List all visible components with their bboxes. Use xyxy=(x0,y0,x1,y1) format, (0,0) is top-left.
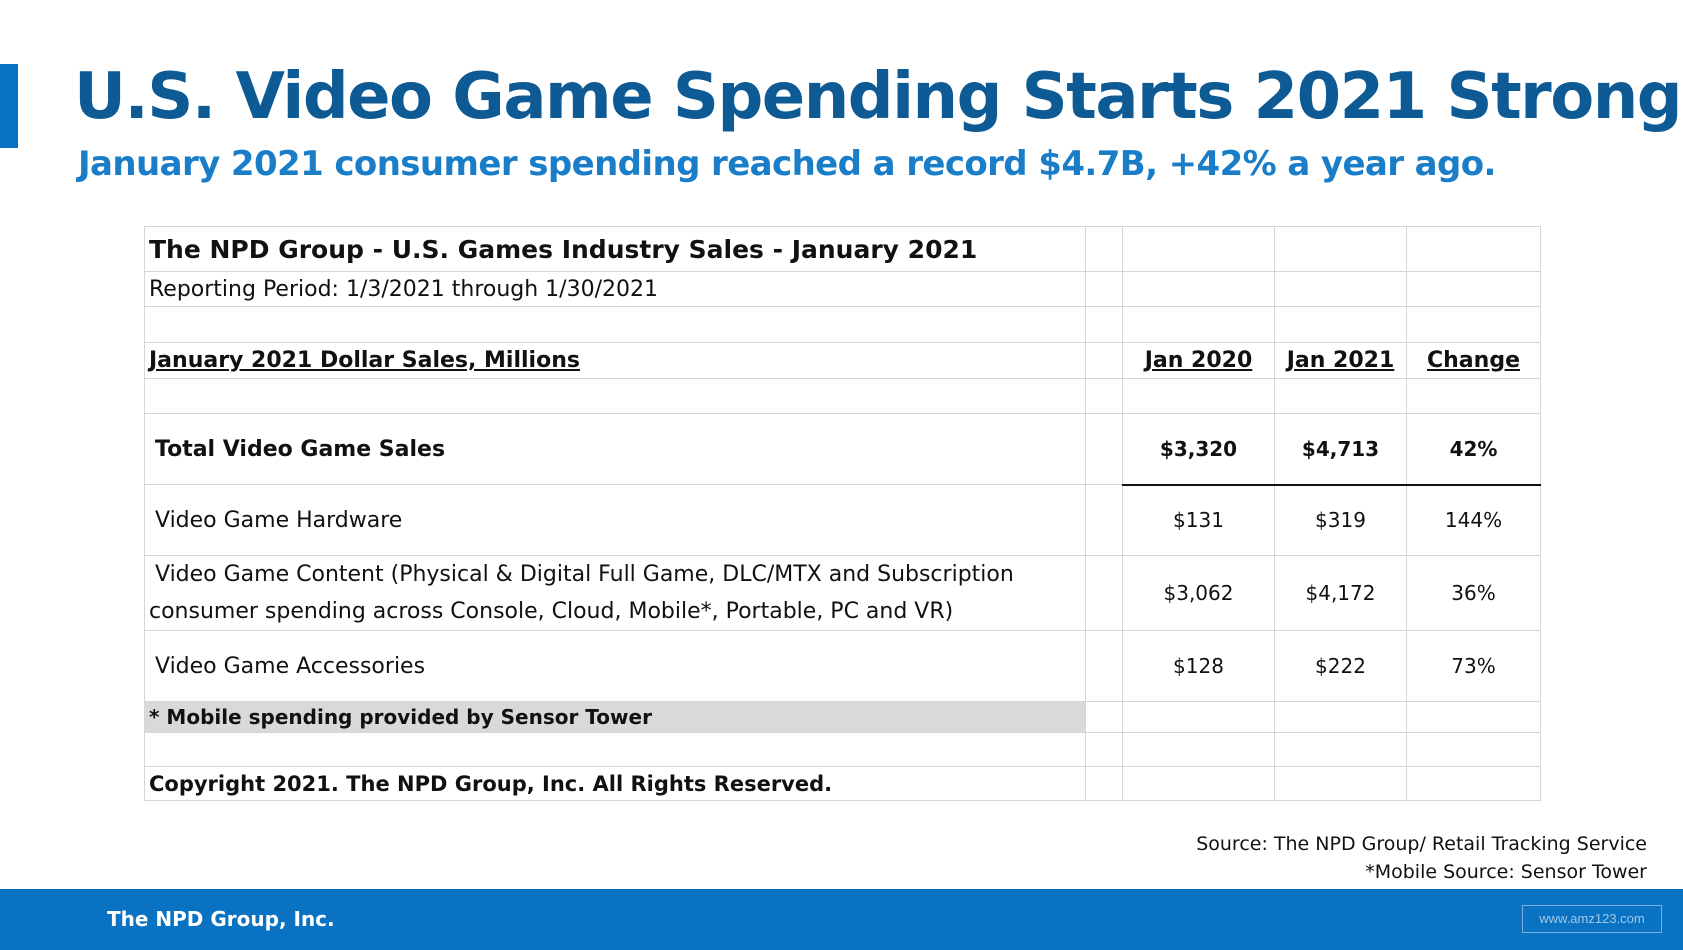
table-row xyxy=(144,732,1541,767)
col-header-jan2020: Jan 2020 xyxy=(1122,342,1275,379)
content-jan2021: $4,172 xyxy=(1274,555,1407,631)
col-header-jan2021: Jan 2021 xyxy=(1274,342,1407,379)
row-label-content: Video Game Content (Physical & Digital F… xyxy=(144,555,1086,631)
content-label-line2: consumer spending across Console, Cloud,… xyxy=(149,599,954,624)
hardware-jan2020: $131 xyxy=(1122,484,1275,556)
table-heading: The NPD Group - U.S. Games Industry Sale… xyxy=(144,226,1086,272)
copyright-text: Copyright 2021. The NPD Group, Inc. All … xyxy=(144,766,1086,801)
left-accent-bar xyxy=(0,64,18,148)
reporting-period: Reporting Period: 1/3/2021 through 1/30/… xyxy=(144,271,1086,307)
source-line-2: *Mobile Source: Sensor Tower xyxy=(1365,861,1647,883)
table-row-total: Total Video Game Sales $3,320 $4,713 42% xyxy=(144,413,1541,486)
row-label-accessories: Video Game Accessories xyxy=(144,630,1086,702)
content-change: 36% xyxy=(1406,555,1541,631)
hardware-change: 144% xyxy=(1406,484,1541,556)
accessories-change: 73% xyxy=(1406,630,1541,702)
table-header-row: January 2021 Dollar Sales, Millions Jan … xyxy=(144,342,1541,379)
table-row: Reporting Period: 1/3/2021 through 1/30/… xyxy=(144,271,1541,307)
content-label-line1: Video Game Content (Physical & Digital F… xyxy=(155,562,1014,587)
section-label: January 2021 Dollar Sales, Millions xyxy=(144,342,1086,379)
hardware-jan2021: $319 xyxy=(1274,484,1407,556)
accessories-jan2021: $222 xyxy=(1274,630,1407,702)
row-label-total: Total Video Game Sales xyxy=(144,413,1086,485)
sales-table: The NPD Group - U.S. Games Industry Sale… xyxy=(144,226,1541,801)
content-jan2020: $3,062 xyxy=(1122,555,1275,631)
slide-subtitle: January 2021 consumer spending reached a… xyxy=(78,144,1496,184)
mobile-note: * Mobile spending provided by Sensor Tow… xyxy=(144,701,1086,733)
watermark: www.amz123.com xyxy=(1522,905,1662,933)
total-change: 42% xyxy=(1406,413,1541,486)
table-row-hardware: Video Game Hardware $131 $319 144% xyxy=(144,484,1541,556)
table-row xyxy=(144,306,1541,343)
table-row: The NPD Group - U.S. Games Industry Sale… xyxy=(144,226,1541,272)
total-jan2021: $4,713 xyxy=(1274,413,1407,486)
source-note: Source: The NPD Group/ Retail Tracking S… xyxy=(1196,830,1647,886)
table-row xyxy=(144,378,1541,414)
footer-bar: The NPD Group, Inc. www.amz123.com xyxy=(0,889,1683,950)
accessories-jan2020: $128 xyxy=(1122,630,1275,702)
footer-company: The NPD Group, Inc. xyxy=(107,907,335,931)
col-header-change: Change xyxy=(1406,342,1541,379)
row-label-hardware: Video Game Hardware xyxy=(144,484,1086,556)
source-line-1: Source: The NPD Group/ Retail Tracking S… xyxy=(1196,833,1647,855)
table-row-content: Video Game Content (Physical & Digital F… xyxy=(144,555,1541,631)
total-jan2020: $3,320 xyxy=(1122,413,1275,486)
table-row-accessories: Video Game Accessories $128 $222 73% xyxy=(144,630,1541,702)
table-row-copyright: Copyright 2021. The NPD Group, Inc. All … xyxy=(144,766,1541,801)
table-row-note: * Mobile spending provided by Sensor Tow… xyxy=(144,701,1541,733)
slide-title: U.S. Video Game Spending Starts 2021 Str… xyxy=(74,60,1683,134)
